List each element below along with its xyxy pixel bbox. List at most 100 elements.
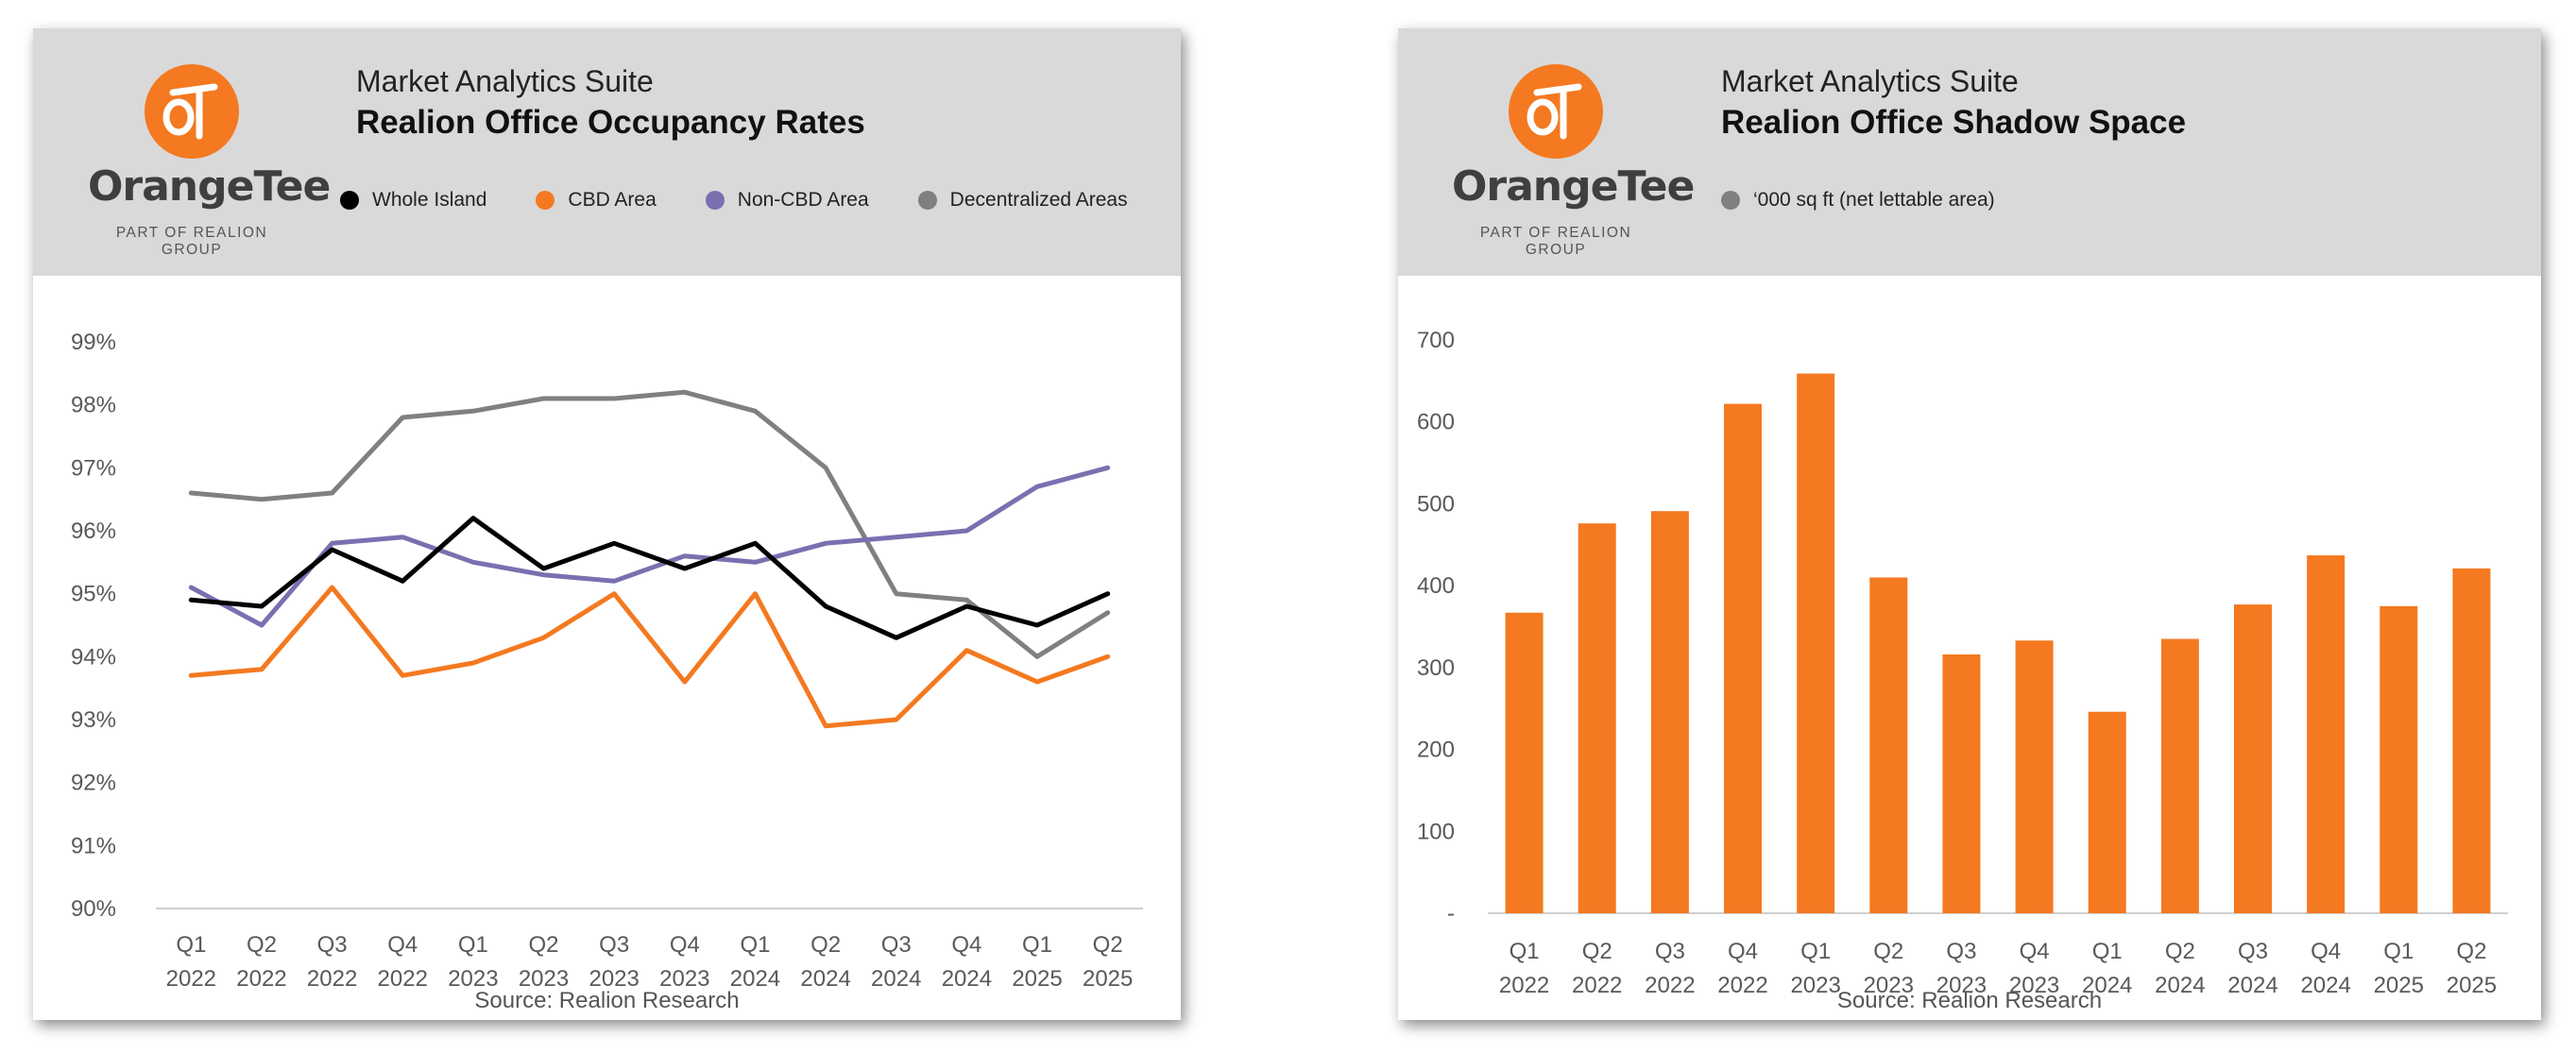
legend-label: Whole Island [372,189,487,211]
suite-label: Market Analytics Suite [1721,64,2019,98]
legend-label: CBD Area [568,189,657,211]
occupancy-chart-panel: OrangeTee PART OF REALION GROUP Market A… [33,28,1181,1020]
x-tick-label: 2022 [1499,973,1549,998]
x-tick-label: Q2 [1093,932,1123,958]
series-line-whole-island [188,516,1111,640]
chart-title: Realion Office Occupancy Rates [356,104,865,141]
suite-label: Market Analytics Suite [356,64,654,98]
x-tick-label: Q3 [1946,939,1976,964]
x-tick-label: 2025 [2374,973,2424,998]
bar [1724,403,1762,913]
y-tick-label: 100 [1417,819,1455,844]
y-tick-label: 700 [1417,328,1455,353]
shadow-space-chart-panel: OrangeTee PART OF REALION GROUP Market A… [1398,28,2541,1020]
bar [2307,555,2346,913]
y-tick-label: 200 [1417,738,1455,763]
chart-legend: Whole Island CBD Area Non-CBD Area Decen… [340,189,1177,212]
legend-item-cbd-area: CBD Area [536,189,657,212]
x-tick-label: 2022 [1645,973,1695,998]
legend-marker [917,191,937,210]
chart-header: OrangeTee PART OF REALION GROUP Market A… [1398,28,2541,276]
bar [1505,612,1544,913]
y-tick-label: 600 [1417,410,1455,435]
x-tick-label: Q1 [2092,939,2123,964]
logo-wordmark: OrangeTee [88,162,331,211]
x-tick-label: 2025 [1012,966,1062,992]
x-tick-label: Q2 [2165,939,2195,964]
x-tick-label: 2023 [1936,973,1987,998]
legend-marker [1721,191,1740,210]
x-tick-label: Q1 [740,932,770,958]
x-tick-label: 2023 [519,966,569,992]
y-tick-label: 98% [71,393,116,418]
x-tick-label: Q1 [1800,939,1831,964]
bar [1869,577,1908,913]
y-tick-label: - [1447,901,1455,926]
x-tick-label: Q3 [881,932,912,958]
source-note: Source: Realion Research [1836,988,2103,1013]
x-tick-label: Q2 [2456,939,2486,964]
y-tick-label: 500 [1417,491,1455,517]
y-tick-label: 91% [71,833,116,858]
x-tick-label: Q4 [387,932,418,958]
chart-title: Realion Office Shadow Space [1721,104,2187,141]
logo-wordmark: OrangeTee [1452,162,1695,211]
x-tick-label: 2022 [1572,973,1622,998]
x-tick-label: Q4 [670,932,700,958]
chart-header: OrangeTee PART OF REALION GROUP Market A… [33,28,1181,276]
x-tick-label: 2022 [307,966,357,992]
y-tick-label: 99% [71,330,116,355]
x-tick-label: 2024 [730,966,780,992]
legend-label: Non-CBD Area [737,189,869,211]
x-tick-label: 2023 [659,966,709,992]
bar [2088,711,2126,913]
x-tick-label: Q2 [1873,939,1903,964]
series-line-decentralized-areas [188,389,1111,659]
shadow-space-bar-chart: - 100 200 300 400 500 600 700 Q1 2022 Q2 2022 Q3 2022… [1417,328,2508,998]
y-tick-label: 92% [71,771,116,796]
bar [2380,605,2418,913]
x-tick-label: 2024 [2155,973,2205,998]
x-tick-label: 2024 [2227,973,2277,998]
logo-tagline: PART OF REALION GROUP [115,225,268,258]
bar [1942,654,1981,913]
orangetee-logo-icon [145,64,239,159]
x-tick-label: 2023 [1864,973,1914,998]
bar [1797,373,1835,913]
y-tick-label: 300 [1417,655,1455,681]
x-tick-label: 2022 [378,966,428,992]
legend-item-decentralized-areas: Decentralized Areas [917,189,1128,212]
bar [1578,523,1616,913]
bar [2452,568,2491,913]
x-tick-label: Q2 [1582,939,1612,964]
x-tick-label: Q2 [529,932,559,958]
x-tick-label: Q3 [317,932,348,958]
x-tick-label: Q4 [1728,939,1758,964]
occupancy-line-chart: 90% 91% 92% 93% 94% 95% 96% 97% 98% 99% Q1 2022 Q2 20… [71,330,1143,992]
bar [2234,604,2272,913]
legend-item-whole-island: Whole Island [340,189,486,212]
x-tick-label: 2025 [1083,966,1133,992]
series-line-cbd-area [188,585,1111,729]
x-tick-label: 2024 [2082,973,2132,998]
y-tick-label: 400 [1417,573,1455,599]
legend-marker [705,191,725,210]
legend-item-shadow-space: ‘000 sq ft (net lettable area) [1721,189,1995,212]
x-tick-label: Q2 [810,932,841,958]
bar [2160,638,2199,913]
x-tick-label: Q1 [176,932,206,958]
x-tick-label: 2024 [2300,973,2350,998]
legend-label: Decentralized Areas [949,189,1128,211]
legend-marker [536,191,555,210]
x-tick-label: Q2 [247,932,277,958]
x-tick-label: 2024 [800,966,850,992]
x-tick-label: Q4 [951,932,981,958]
legend-item-non-cbd-area: Non-CBD Area [705,189,869,212]
x-tick-label: Q1 [458,932,488,958]
bar [1650,511,1689,913]
x-tick-label: 2025 [2447,973,2497,998]
y-tick-label: 93% [71,707,116,733]
source-note: Source: Realion Research [474,988,740,1013]
x-tick-label: 2023 [1790,973,1840,998]
x-tick-label: 2022 [166,966,216,992]
